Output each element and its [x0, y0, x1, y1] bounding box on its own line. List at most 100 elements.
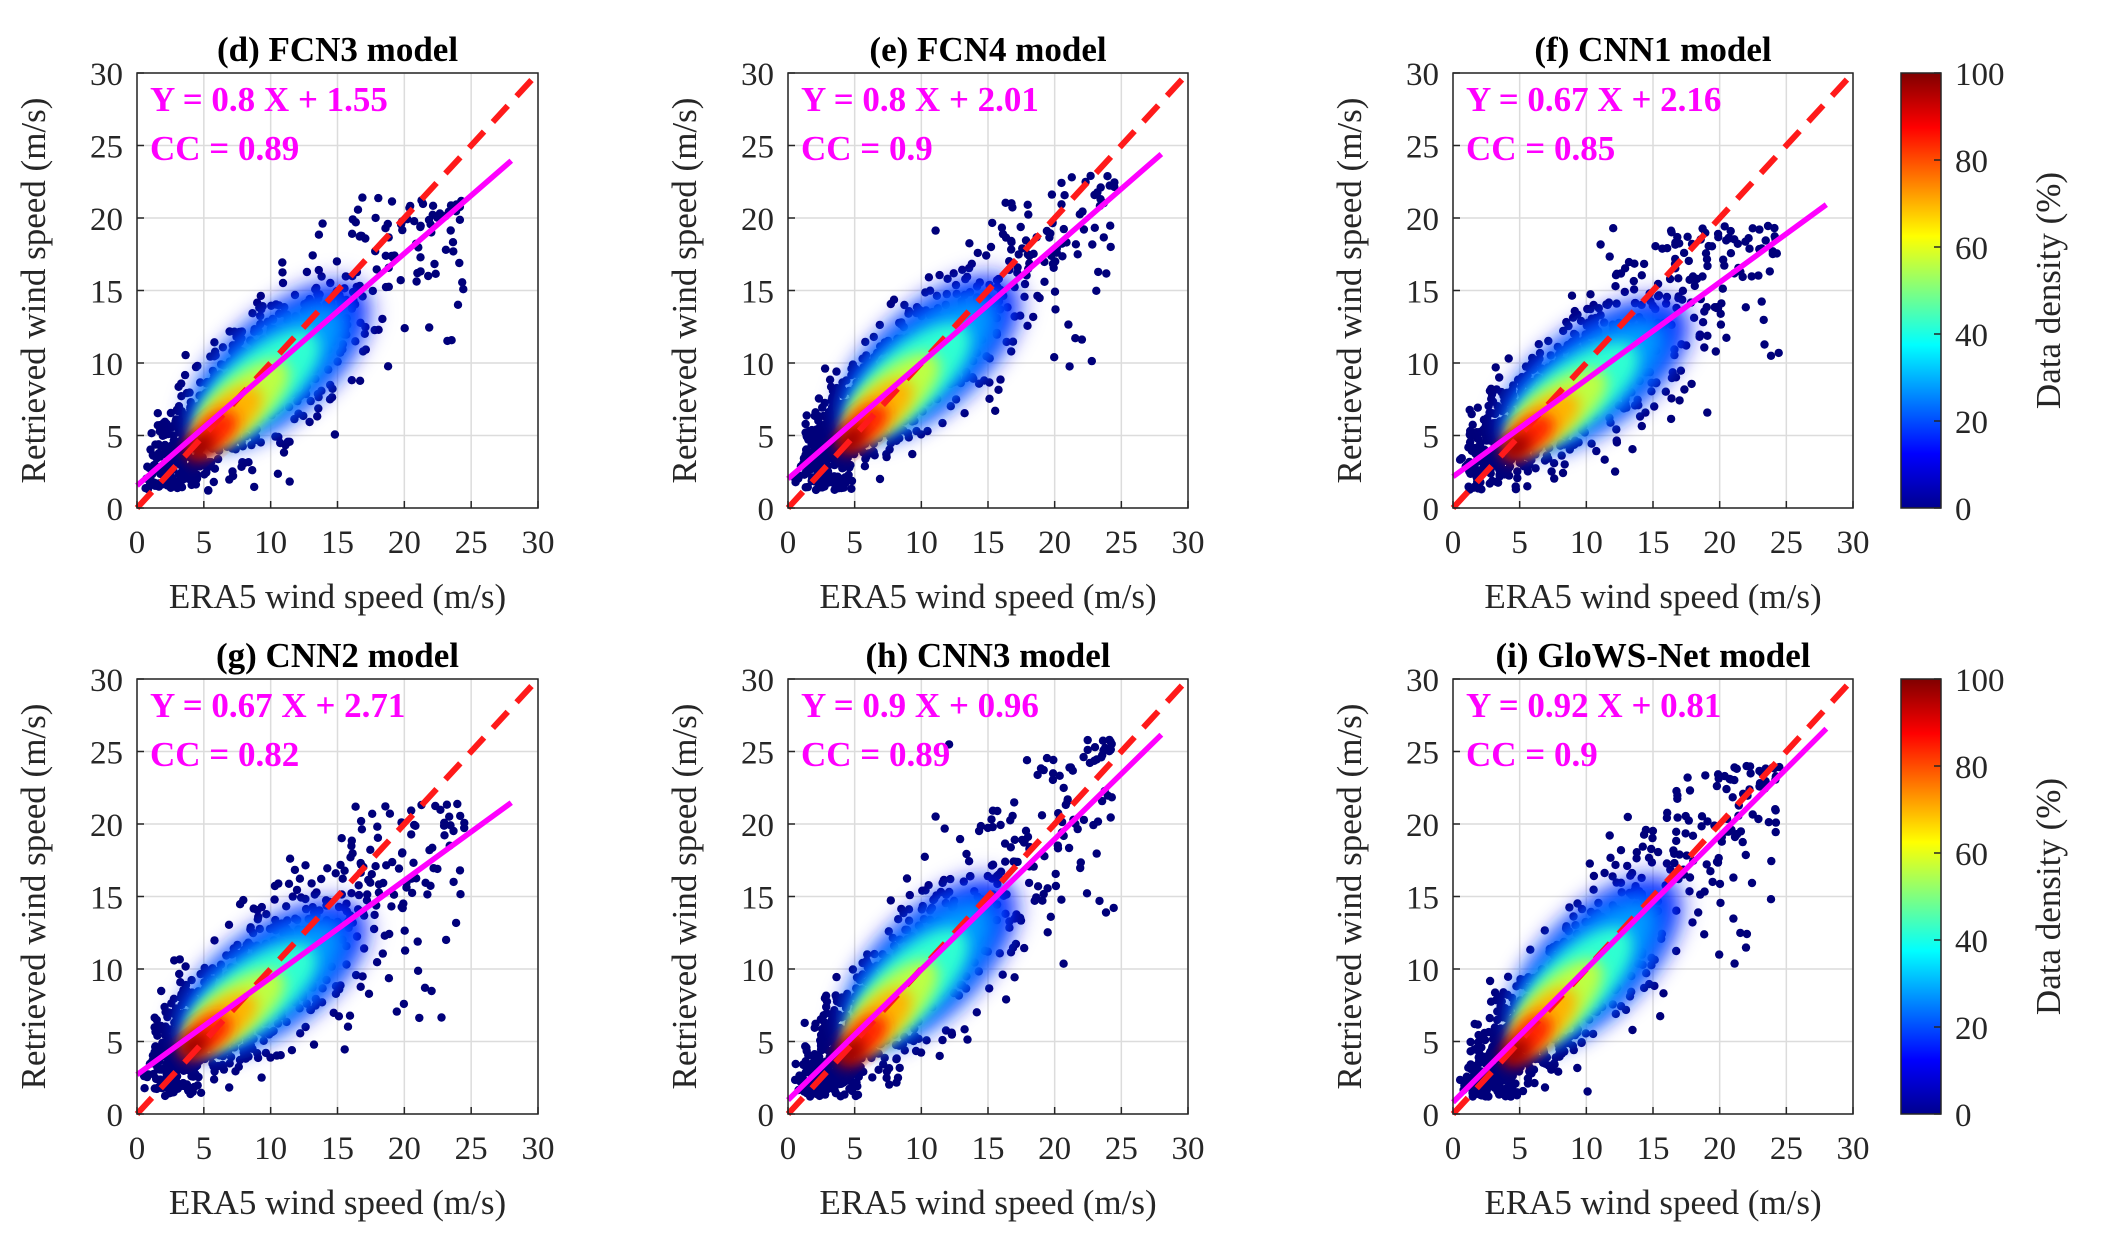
data-point [209, 477, 218, 487]
data-point [234, 1062, 243, 1072]
data-point [1083, 735, 1092, 745]
data-point [1039, 889, 1048, 899]
data-point [1620, 287, 1630, 297]
data-point [204, 486, 213, 495]
data-point [257, 1073, 266, 1082]
data-point [822, 1002, 831, 1012]
data-point [200, 963, 209, 973]
density-contour [1500, 433, 1531, 462]
y-tick-label: 30 [741, 663, 774, 699]
data-point [156, 1075, 165, 1084]
data-point [1733, 239, 1743, 248]
x-tick-label: 10 [254, 1131, 287, 1167]
y-tick-label: 5 [758, 420, 775, 456]
data-point [364, 989, 374, 998]
data-point [420, 983, 430, 992]
data-point [869, 332, 878, 342]
data-point [209, 1075, 219, 1084]
data-point [381, 251, 390, 260]
data-point [807, 1059, 816, 1069]
data-point [804, 1051, 813, 1060]
data-point [188, 465, 198, 475]
data-point [430, 259, 439, 269]
regression-equation: Y = 0.9 X + 0.96 [801, 686, 1039, 725]
data-point [213, 454, 223, 464]
data-point [1045, 233, 1054, 242]
data-point [1485, 386, 1495, 395]
data-point [1635, 412, 1645, 421]
data-point [1583, 304, 1592, 314]
data-point [381, 802, 390, 811]
data-point [347, 376, 356, 385]
data-point [1703, 408, 1712, 417]
data-point [1509, 381, 1518, 390]
data-point [285, 477, 294, 486]
data-point [453, 300, 463, 309]
data-point [331, 869, 340, 878]
data-point [1651, 242, 1660, 251]
data-point [1055, 771, 1064, 780]
data-point [191, 1070, 200, 1079]
data-point [423, 890, 432, 899]
data-point [974, 379, 984, 388]
data-point [1057, 200, 1066, 209]
data-point [900, 1046, 909, 1055]
data-point [1544, 454, 1553, 463]
data-point [826, 1034, 835, 1044]
data-point [1053, 844, 1063, 853]
data-point [998, 970, 1007, 979]
data-point [451, 918, 461, 928]
data-point [1698, 224, 1707, 233]
identity-line [134, 70, 541, 511]
data-point [1020, 279, 1030, 289]
y-tick-label: 0 [758, 1098, 775, 1134]
data-point [802, 445, 811, 454]
data-point [155, 1047, 164, 1056]
data-point [347, 229, 357, 238]
data-point [1679, 248, 1689, 258]
data-point [1766, 351, 1776, 360]
data-point [455, 866, 465, 875]
data-point [1099, 233, 1109, 242]
data-point [400, 926, 409, 935]
data-point [331, 989, 341, 998]
data-point [305, 417, 314, 427]
data-point [831, 1078, 840, 1088]
data-point [1046, 912, 1056, 921]
identity-line [134, 676, 541, 1117]
data-point [1667, 394, 1676, 403]
data-point [960, 1025, 969, 1034]
x-tick-label: 20 [1703, 525, 1736, 561]
data-point [211, 351, 220, 360]
data-point [1107, 739, 1116, 749]
y-tick-label: 30 [741, 57, 774, 93]
data-point [407, 888, 417, 898]
data-point [154, 440, 163, 449]
data-point [1474, 435, 1483, 444]
data-point [1628, 445, 1637, 454]
data-point [1722, 236, 1731, 245]
y-tick-label: 10 [90, 347, 123, 383]
data-point [998, 229, 1008, 239]
x-tick-label: 20 [388, 1131, 421, 1167]
data-point [815, 412, 824, 421]
data-point [1504, 354, 1513, 363]
data-point [964, 857, 974, 866]
data-point [314, 265, 323, 275]
data-point [372, 265, 381, 274]
data-point [1676, 366, 1686, 375]
data-point [427, 986, 436, 996]
data-point [1703, 261, 1712, 271]
data-point [1092, 286, 1101, 295]
data-point [380, 931, 389, 940]
data-point [309, 1040, 319, 1049]
data-point [1019, 943, 1029, 953]
data-point [171, 417, 180, 426]
data-point [358, 347, 368, 356]
x-tick-label: 25 [1770, 525, 1803, 561]
x-tick-label: 0 [780, 1131, 797, 1167]
correlation-coefficient: CC = 0.82 [150, 735, 299, 774]
data-point [1716, 309, 1725, 318]
